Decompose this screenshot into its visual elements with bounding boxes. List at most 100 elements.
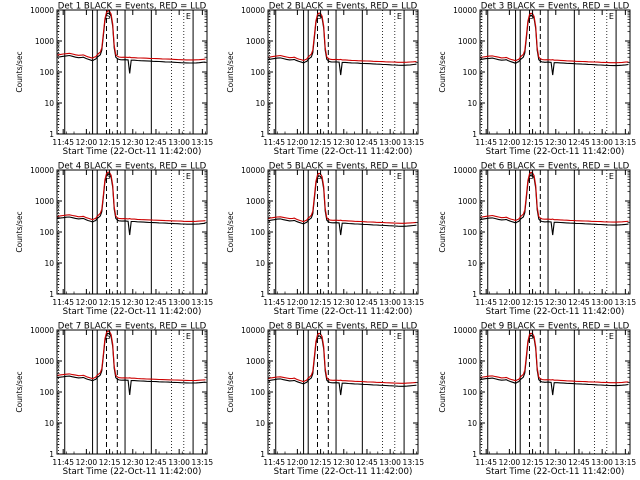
marker-label: E: [609, 332, 614, 341]
marker-label: E: [397, 172, 402, 181]
series-line-lld: [56, 171, 206, 222]
x-tick-label: 12:30: [122, 298, 144, 307]
x-tick-label: 12:00: [499, 298, 521, 307]
marker-label: S: [528, 332, 533, 341]
x-tick-label: 12:15: [522, 298, 544, 307]
x-tick-label: 11:45: [52, 458, 74, 467]
panel-title: Det 2 BLACK = Events, RED = LLD: [269, 2, 418, 12]
x-tick-label: 11:45: [263, 298, 285, 307]
y-tick-label: 10: [44, 259, 54, 268]
x-tick-label: 12:15: [522, 458, 544, 467]
x-tick-label: 12:15: [99, 298, 121, 307]
plot-frame: [267, 329, 419, 455]
marker-label: E: [397, 12, 402, 21]
x-tick-label: 12:15: [522, 138, 544, 147]
y-tick-label: 10: [255, 259, 265, 268]
x-tick-label: 12:00: [76, 138, 98, 147]
x-tick-label: 13:00: [168, 458, 190, 467]
y-tick-label: 10000: [30, 6, 54, 15]
y-tick-label: 10: [467, 419, 477, 428]
y-axis-label: Counts/sec: [438, 51, 447, 92]
x-tick-label: 12:45: [356, 458, 378, 467]
y-axis-label: Counts/sec: [226, 371, 235, 412]
x-tick-label: 12:00: [287, 298, 309, 307]
series-line-lld: [479, 12, 629, 64]
x-tick-label: 13:15: [615, 138, 637, 147]
x-tick-label: 12:15: [99, 138, 121, 147]
y-tick-label: 1: [49, 290, 54, 299]
panel-title: Det 8 BLACK = Events, RED = LLD: [269, 322, 418, 332]
plot-frame: [56, 9, 208, 135]
x-tick-label: 11:45: [52, 298, 74, 307]
series-line-lld: [479, 332, 629, 384]
x-tick-label: 12:30: [333, 138, 355, 147]
x-axis-label: Start Time (22-Oct-11 11:42:00): [486, 147, 625, 157]
x-tick-label: 12:15: [310, 138, 332, 147]
panel-title: Det 6 BLACK = Events, RED = LLD: [481, 162, 630, 172]
y-tick-label: 10: [467, 259, 477, 268]
y-axis-label: Counts/sec: [15, 371, 24, 412]
panel-title: Det 1 BLACK = Events, RED = LLD: [58, 2, 207, 12]
x-tick-label: 12:00: [76, 298, 98, 307]
x-axis-label: Start Time (22-Oct-11 11:42:00): [274, 307, 413, 317]
x-tick-label: 12:45: [568, 298, 590, 307]
x-tick-label: 13:00: [379, 298, 401, 307]
series-line-events: [479, 334, 629, 396]
y-tick-label: 10: [255, 99, 265, 108]
series-line-events: [479, 174, 629, 236]
x-tick-label: 12:45: [145, 138, 167, 147]
x-tick-label: 11:45: [263, 138, 285, 147]
x-tick-label: 11:45: [475, 298, 497, 307]
y-axis-label: Counts/sec: [15, 51, 24, 92]
y-tick-label: 100: [40, 68, 55, 77]
y-tick-label: 1: [49, 450, 54, 459]
y-tick-label: 1000: [35, 197, 54, 206]
x-tick-label: 12:45: [356, 298, 378, 307]
y-tick-label: 1: [49, 130, 54, 139]
series-line-events: [56, 173, 206, 236]
x-axis-label: Start Time (22-Oct-11 11:42:00): [274, 467, 413, 477]
y-tick-label: 1: [472, 290, 477, 299]
marker-label: S: [316, 12, 321, 21]
y-tick-label: 1000: [458, 357, 477, 366]
y-tick-label: 10000: [30, 326, 54, 335]
marker-label: S: [105, 172, 110, 181]
x-tick-label: 11:45: [52, 138, 74, 147]
y-tick-label: 1: [472, 450, 477, 459]
y-tick-label: 100: [251, 388, 266, 397]
marker-label: E: [186, 332, 191, 341]
x-tick-label: 13:00: [168, 138, 190, 147]
x-tick-label: 12:45: [568, 458, 590, 467]
y-tick-label: 10000: [453, 326, 477, 335]
x-tick-label: 12:30: [122, 138, 144, 147]
y-tick-label: 10000: [453, 166, 477, 175]
y-tick-label: 1: [472, 130, 477, 139]
y-tick-label: 10000: [241, 326, 265, 335]
x-axis-label: Start Time (22-Oct-11 11:42:00): [63, 467, 202, 477]
x-tick-label: 12:45: [145, 458, 167, 467]
x-tick-label: 12:45: [145, 298, 167, 307]
x-tick-label: 13:00: [591, 458, 613, 467]
x-tick-label: 11:45: [475, 138, 497, 147]
y-tick-label: 1000: [35, 357, 54, 366]
x-tick-label: 13:00: [168, 298, 190, 307]
plot-frame: [479, 329, 631, 455]
series-line-lld: [267, 172, 417, 224]
marker-label: S: [528, 12, 533, 21]
y-tick-label: 1000: [458, 37, 477, 46]
x-tick-label: 13:15: [192, 298, 214, 307]
y-tick-label: 1000: [246, 357, 265, 366]
plot-frame: [56, 169, 208, 295]
x-tick-label: 12:00: [287, 458, 309, 467]
y-tick-label: 10000: [241, 6, 265, 15]
x-tick-label: 13:15: [615, 298, 637, 307]
y-tick-label: 100: [463, 388, 478, 397]
